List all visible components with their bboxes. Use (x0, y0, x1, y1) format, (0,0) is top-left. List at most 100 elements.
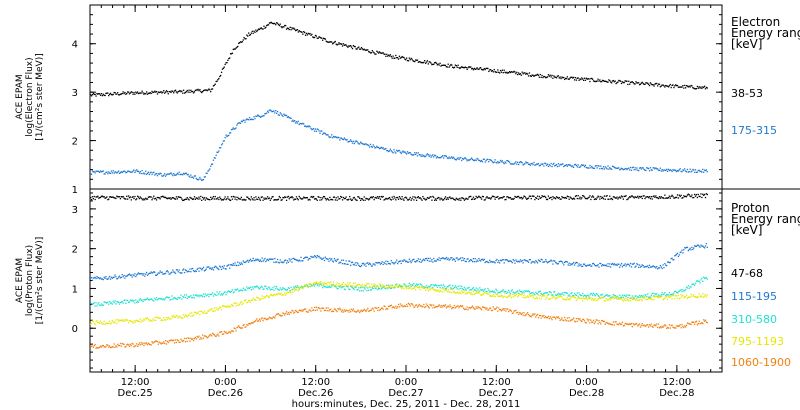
data-point (103, 173, 105, 175)
data-point (101, 94, 104, 97)
data-point (112, 170, 114, 172)
data-point (283, 294, 285, 296)
data-point (403, 56, 405, 59)
data-point (208, 310, 210, 312)
data-point (396, 307, 398, 309)
data-point (411, 58, 413, 60)
data-point (351, 285, 354, 287)
data-point (591, 297, 594, 300)
data-point (405, 286, 407, 289)
data-point (601, 265, 603, 267)
data-point (245, 261, 247, 263)
data-point (597, 323, 599, 325)
data-point (449, 284, 451, 286)
data-point (639, 83, 642, 85)
data-point (449, 291, 451, 293)
data-point (403, 151, 405, 153)
data-point (435, 260, 438, 262)
data-point (570, 76, 572, 78)
data-point (275, 199, 277, 201)
data-point (469, 195, 471, 198)
data-point (250, 32, 253, 34)
data-point (447, 289, 449, 291)
data-point (324, 133, 327, 135)
data-point (161, 319, 163, 321)
data-point (460, 199, 462, 201)
data-point (630, 195, 633, 197)
data-point (371, 146, 373, 148)
data-point (370, 309, 373, 311)
data-point (602, 198, 605, 200)
data-point (179, 271, 181, 274)
data-point (500, 71, 503, 73)
data-point (629, 297, 632, 299)
data-point (303, 309, 305, 311)
data-point (394, 262, 396, 264)
data-point (183, 294, 186, 296)
data-point (594, 165, 596, 167)
data-point (381, 147, 383, 149)
data-point (165, 90, 168, 92)
data-point (175, 314, 178, 317)
data-point (169, 339, 171, 341)
data-point (390, 150, 392, 152)
data-point (474, 198, 476, 200)
data-point (99, 196, 102, 199)
data-point (619, 168, 622, 170)
data-point (606, 195, 608, 197)
data-point (110, 196, 113, 198)
data-point (251, 30, 253, 33)
data-point (465, 289, 467, 291)
data-point (294, 198, 297, 200)
data-point (498, 260, 500, 262)
data-point (261, 115, 263, 117)
data-point (417, 258, 420, 260)
data-point (614, 294, 616, 297)
data-point (451, 308, 453, 310)
data-point (164, 175, 167, 177)
data-point (353, 196, 355, 199)
data-point (649, 266, 652, 268)
data-point (701, 321, 703, 324)
data-point (299, 286, 301, 288)
data-point (654, 296, 656, 298)
data-point (359, 265, 362, 268)
data-point (93, 302, 95, 304)
data-point (454, 307, 457, 309)
data-point (186, 196, 188, 199)
data-point (401, 195, 403, 198)
data-point (234, 288, 236, 291)
data-point (595, 319, 597, 321)
data-point (551, 165, 553, 168)
data-point (698, 293, 700, 295)
data-point (275, 261, 277, 263)
data-point (524, 163, 526, 165)
data-point (661, 168, 663, 171)
data-point (646, 82, 648, 84)
data-point (356, 284, 358, 287)
data-point (432, 195, 434, 198)
data-point (384, 262, 386, 265)
data-point (150, 196, 152, 198)
data-point (500, 161, 503, 163)
data-point (589, 297, 591, 300)
data-point (302, 287, 304, 290)
data-point (399, 57, 401, 59)
data-point (243, 198, 245, 201)
data-point (191, 338, 193, 341)
data-point (394, 307, 396, 309)
data-point (423, 258, 425, 260)
data-point (498, 161, 501, 164)
data-point (138, 273, 141, 275)
data-point (276, 22, 279, 24)
data-point (543, 165, 545, 167)
data-point (174, 339, 177, 341)
data-point (516, 260, 518, 262)
data-point (684, 325, 686, 327)
data-point (585, 77, 587, 79)
data-point (542, 261, 544, 263)
data-point (160, 91, 162, 93)
data-point (202, 90, 205, 92)
data-point (533, 314, 535, 316)
data-point (639, 296, 642, 299)
